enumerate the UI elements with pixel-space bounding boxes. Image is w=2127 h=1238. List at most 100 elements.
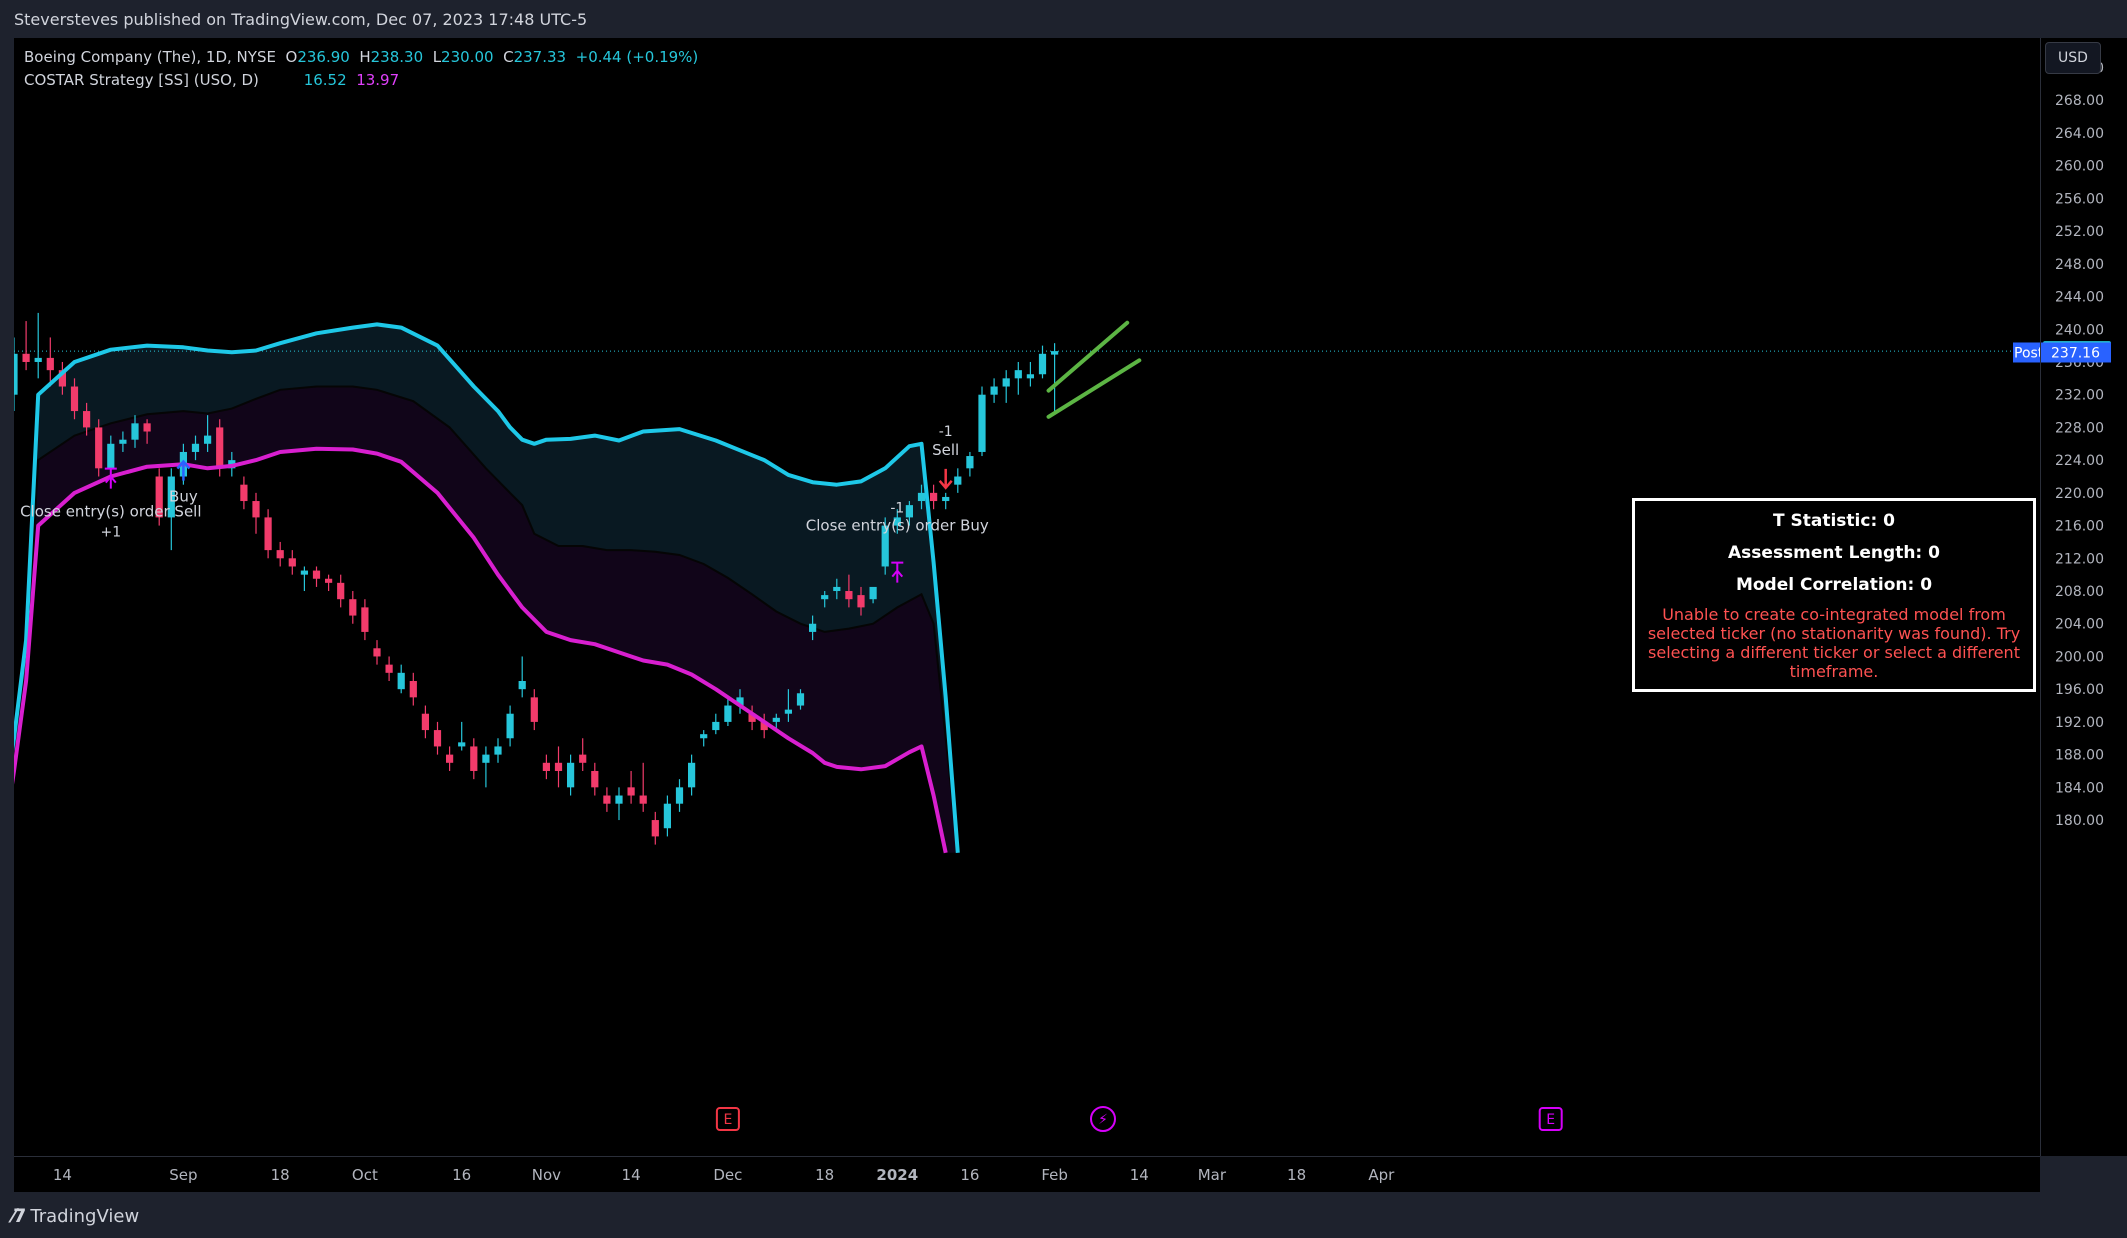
footer-bar (0, 1192, 2127, 1238)
candle-body (240, 484, 248, 502)
candle-body (591, 770, 599, 788)
candle-body (204, 435, 212, 444)
candle-body (288, 558, 296, 567)
time-tick-label: 14 (53, 1166, 72, 1184)
price-tick-label: 200.00 (2055, 649, 2104, 665)
trend-line (1046, 320, 1130, 393)
high-value: 238.30 (370, 48, 424, 66)
trend-line (1046, 358, 1142, 419)
price-tick-label: 244.00 (2055, 290, 2104, 306)
candle-body (845, 591, 853, 600)
candle-body (14, 353, 18, 395)
candle-body (809, 623, 817, 632)
plot-layer: Close entry(s) order Sell +1 Buy Close entr… (14, 312, 2040, 1132)
candle-body (155, 476, 163, 518)
candle-body (942, 496, 950, 502)
earnings-label: E (723, 1112, 732, 1128)
assessment-length: Assessment Length: 0 (1728, 543, 1940, 563)
candle-body (1051, 351, 1059, 355)
candle-body (446, 754, 454, 763)
candle-body (83, 411, 91, 428)
candle-body (905, 505, 913, 518)
candle-body (700, 734, 708, 739)
tradingview-logo[interactable]: ⁄7 TradingView (12, 1205, 139, 1227)
candle-body (252, 501, 260, 518)
candle-body (131, 423, 139, 440)
candle-body (930, 492, 938, 502)
candle-body (603, 795, 611, 804)
time-axis[interactable]: 14 Sep 18 Oct 16 Nov 14 Dec 18 2024 16 Feb 14 Mar 18 Ap… (14, 1156, 2040, 1193)
candle-body (651, 820, 659, 837)
candle-body (1026, 374, 1034, 379)
sell-arrow (938, 468, 953, 490)
candle-body (627, 787, 635, 796)
candle-body (784, 709, 792, 714)
price-tick-label: 180.00 (2055, 813, 2104, 829)
indicator-name[interactable]: COSTAR Strategy [SS] (USO, D) (24, 71, 259, 89)
time-tick-label: Sep (169, 1166, 197, 1184)
price-axis-labels: 272.00268.00264.00260.00256.00252.00248.… (2041, 61, 2111, 829)
open-value: 236.90 (297, 48, 350, 66)
price-tick-label: 256.00 (2055, 191, 2104, 207)
close-order-arrow (891, 561, 904, 583)
candle-body (433, 730, 442, 747)
candle-body (216, 427, 224, 469)
candle-body (542, 762, 550, 771)
dividend-icon (1090, 1106, 1116, 1132)
publisher-credit: Steversteves published on TradingView.co… (14, 10, 588, 29)
time-tick-label: Dec (713, 1166, 742, 1184)
time-tick-label: 14 (1130, 1166, 1149, 1184)
candle-body (796, 693, 805, 706)
currency-button[interactable]: USD (2045, 42, 2101, 74)
price-tick-label: 268.00 (2055, 93, 2104, 109)
candle-body (312, 570, 321, 579)
price-axis[interactable]: 272.00268.00264.00260.00256.00252.00248.… (2040, 38, 2127, 1156)
candle-body (530, 697, 538, 722)
upper-band-line (14, 322, 960, 853)
mid-band-line (14, 385, 959, 853)
upper-band-fill (14, 324, 958, 853)
time-tick-label: 16 (452, 1166, 471, 1184)
candle-body (748, 713, 756, 722)
candle-body (760, 721, 768, 731)
price-tick-label: 196.00 (2055, 682, 2104, 698)
price-tick-label: 188.00 (2055, 748, 2104, 764)
candle-body (409, 681, 417, 698)
candle-body (615, 795, 623, 804)
candle-body (736, 697, 744, 706)
model-warning: Unable to create co-integrated model fro… (1647, 605, 2021, 681)
price-chart[interactable]: Close entry(s) order Sell +1 Buy Close entr… (14, 38, 2040, 1156)
candle-body (276, 550, 284, 559)
candle-body (373, 648, 381, 657)
candle-body (361, 607, 369, 632)
close-order-label: Close entry(s) order Buy (806, 517, 989, 535)
price-tick-label: 212.00 (2055, 551, 2104, 567)
low-label: L (432, 48, 442, 66)
post-badge (2013, 342, 2040, 363)
sell-qty: -1 (939, 424, 953, 440)
brand-name: TradingView (30, 1205, 140, 1227)
sell-label: Sell (932, 441, 959, 459)
price-tick-label: 216.00 (2055, 519, 2104, 535)
candle-body (397, 672, 405, 690)
candle-body (663, 803, 671, 829)
price-tick-label: 204.00 (2055, 617, 2104, 633)
candle-body (869, 586, 877, 600)
candle-body (264, 517, 272, 551)
change-value: +0.44 (+0.19%) (575, 48, 699, 66)
time-axis-labels: 14 Sep 18 Oct 16 Nov 14 Dec 18 2024 16 Feb 14 Mar 18 Ap… (53, 1166, 1395, 1184)
close-value: 237.33 (513, 48, 567, 66)
indicator-legend-row: COSTAR Strategy [SS] (USO, D) 16.52 13.9… (24, 69, 698, 92)
candle-body (482, 754, 490, 763)
candle-body (22, 353, 30, 362)
time-tick-label: 18 (271, 1166, 290, 1184)
price-tick-label: 192.00 (2055, 715, 2104, 731)
candle-body (518, 681, 526, 690)
time-tick-label: Apr (1368, 1166, 1395, 1184)
symbol-name[interactable]: Boeing Company (The), 1D, NYSE (24, 48, 276, 66)
price-tick-label: 228.00 (2055, 420, 2104, 436)
candle-body (1038, 353, 1047, 375)
time-tick-label: 16 (960, 1166, 979, 1184)
time-tick-label: Feb (1041, 1166, 1068, 1184)
model-stats-table: T Statistic: 0 Assessment Length: 0 Mode… (1632, 498, 2036, 692)
